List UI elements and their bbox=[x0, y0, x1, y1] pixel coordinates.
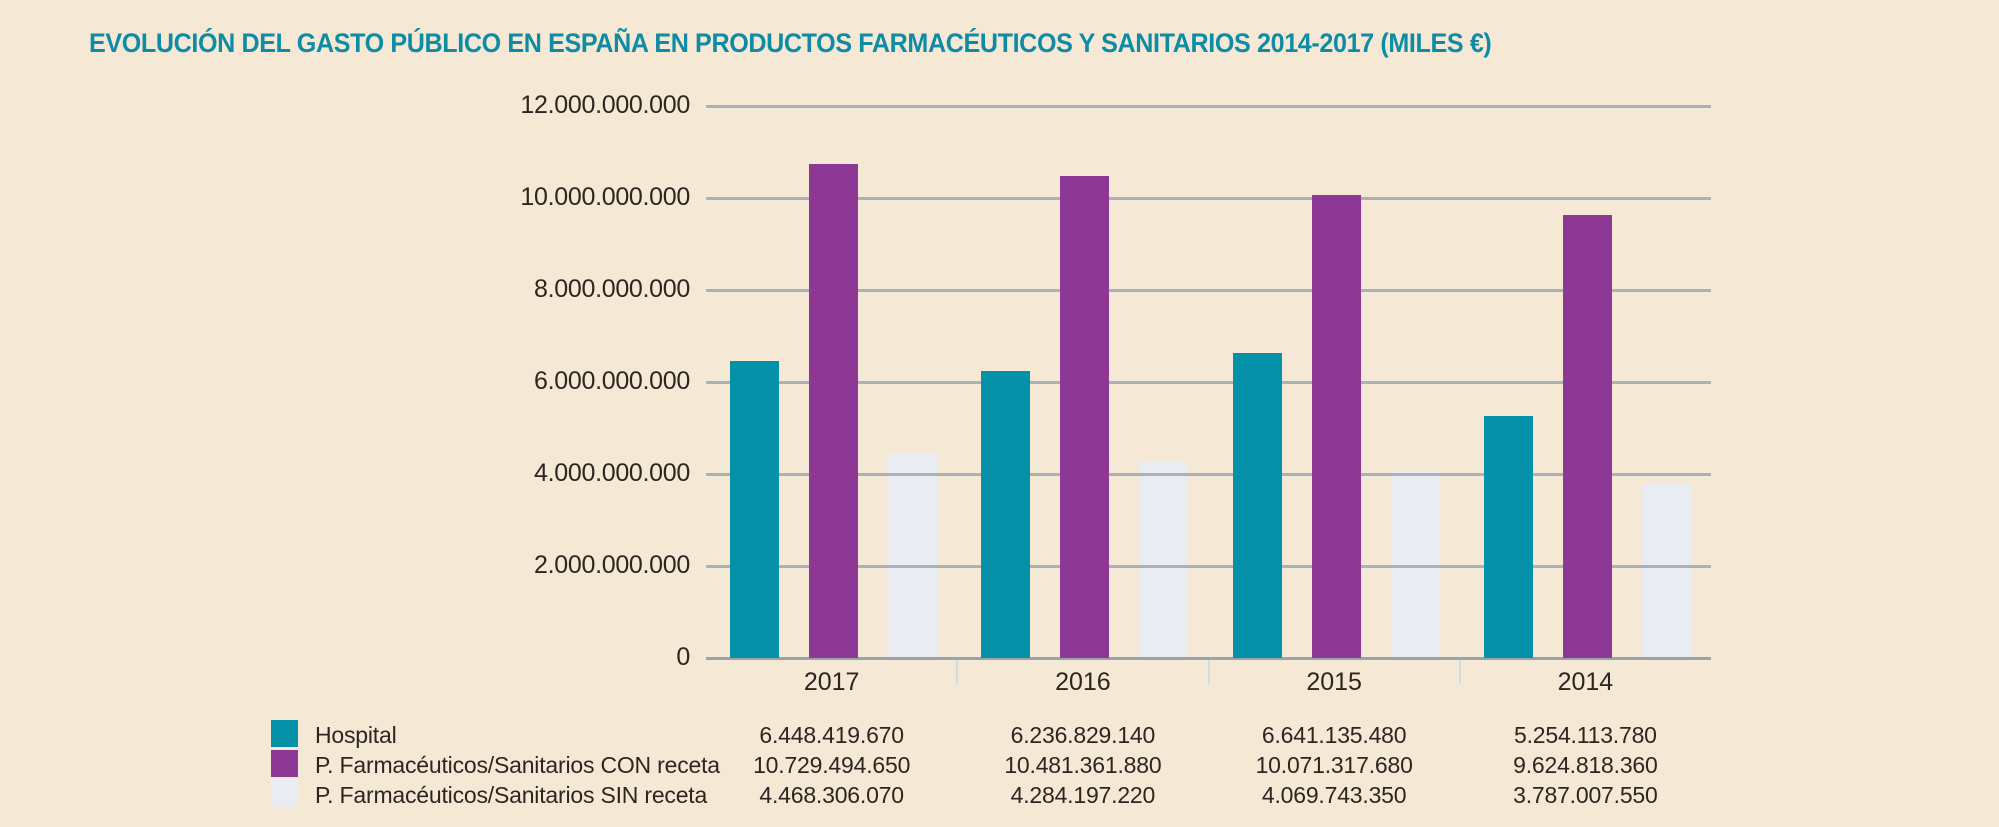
plot-area bbox=[706, 105, 1711, 684]
legend-row-sin-receta: P. Farmacéuticos/Sanitarios SIN receta 4.… bbox=[0, 779, 1999, 809]
y-tick-label: 10.000.000.000 bbox=[520, 183, 690, 211]
y-tick-label: 6.000.000.000 bbox=[534, 367, 690, 395]
y-tick-label: 2.000.000.000 bbox=[534, 551, 690, 579]
gridline bbox=[706, 197, 1711, 200]
legend-value-con-receta-2015: 10.071.317.680 bbox=[1255, 752, 1413, 778]
legend-value-hospital-2015: 6.641.135.480 bbox=[1261, 722, 1407, 748]
legend-value-con-receta-2017: 10.729.494.650 bbox=[753, 752, 911, 778]
bar-con-receta-2015 bbox=[1311, 194, 1361, 658]
legend-swatch-sin-receta bbox=[271, 780, 298, 807]
legend-label-hospital: Hospital bbox=[315, 722, 397, 748]
legend-value-sin-receta-2015: 4.069.743.350 bbox=[1261, 782, 1407, 808]
bar-sin-receta-2016 bbox=[1139, 460, 1189, 658]
y-tick-label: 8.000.000.000 bbox=[534, 275, 690, 303]
category-tick bbox=[1458, 658, 1461, 684]
y-tick-label: 4.000.000.000 bbox=[534, 459, 690, 487]
legend-value-hospital-2014: 5.254.113.780 bbox=[1513, 722, 1657, 748]
x-axis-label-2016: 2016 bbox=[1055, 668, 1111, 696]
legend-row-con-receta: P. Farmacéuticos/Sanitarios CON receta 10… bbox=[0, 749, 1999, 779]
gridline bbox=[706, 381, 1711, 384]
x-axis-label-2017: 2017 bbox=[803, 668, 860, 696]
legend-value-con-receta-2016: 10.481.361.880 bbox=[1004, 752, 1162, 778]
legend-value-sin-receta-2014: 3.787.007.550 bbox=[1513, 782, 1658, 808]
legend-value-hospital-2016: 6.236.829.140 bbox=[1010, 722, 1156, 748]
category-tick bbox=[1207, 658, 1210, 684]
legend-value-con-receta-2014: 9.624.818.360 bbox=[1513, 752, 1658, 778]
gridline bbox=[706, 289, 1711, 292]
bar-con-receta-2016 bbox=[1060, 175, 1110, 658]
gridline bbox=[706, 565, 1711, 568]
legend-swatch-con-receta bbox=[271, 750, 298, 777]
bar-sin-receta-2015 bbox=[1390, 470, 1440, 658]
bar-hospital-2015 bbox=[1232, 352, 1282, 658]
bar-hospital-2017 bbox=[730, 361, 779, 658]
bar-hospital-2014 bbox=[1483, 416, 1533, 658]
legend-swatch-hospital bbox=[271, 720, 298, 747]
legend-value-sin-receta-2017: 4.468.306.070 bbox=[759, 782, 904, 808]
bar-sin-receta-2014 bbox=[1641, 483, 1691, 658]
x-axis-label-2015: 2015 bbox=[1306, 668, 1362, 696]
gridline bbox=[706, 473, 1711, 476]
category-tick bbox=[956, 658, 959, 684]
gridline bbox=[706, 105, 1711, 108]
x-axis-line bbox=[706, 657, 1711, 660]
legend-value-hospital-2017: 6.448.419.670 bbox=[759, 722, 904, 748]
legend-label-sin-receta: P. Farmacéuticos/Sanitarios SIN receta bbox=[315, 782, 708, 808]
chart-title: EVOLUCIÓN DEL GASTO PÚBLICO EN ESPAÑA EN… bbox=[89, 28, 1492, 58]
y-tick-label: 0 bbox=[676, 643, 690, 671]
y-tick-label: 12.000.000.000 bbox=[520, 91, 690, 119]
bar-sin-receta-2017 bbox=[888, 452, 937, 658]
legend-label-con-receta: P. Farmacéuticos/Sanitarios CON receta bbox=[315, 752, 720, 778]
legend-row-hospital: Hospital 6.448.419.670 6.236.829.140 6.641.… bbox=[0, 719, 1999, 749]
bar-con-receta-2014 bbox=[1562, 215, 1612, 658]
legend-value-sin-receta-2016: 4.284.197.220 bbox=[1010, 782, 1156, 808]
bar-hospital-2016 bbox=[981, 371, 1031, 658]
bar-con-receta-2017 bbox=[809, 164, 858, 658]
x-axis-label-2014: 2014 bbox=[1557, 668, 1614, 696]
